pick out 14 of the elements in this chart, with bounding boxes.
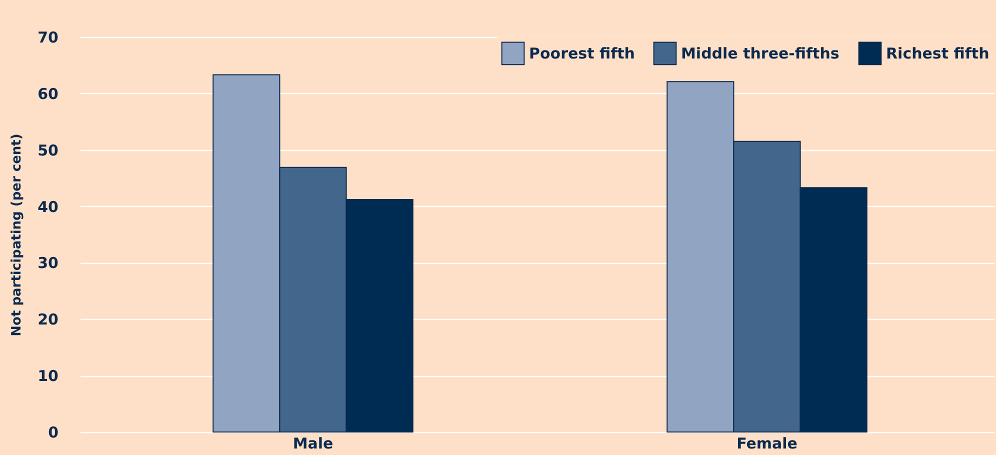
x-tick-label: Female <box>736 434 798 452</box>
legend-label: Richest fifth <box>886 44 990 62</box>
y-tick-label: 0 <box>48 424 58 442</box>
y-tick-label: 60 <box>38 84 58 103</box>
y-axis-title: Not participating (per cent) <box>10 134 25 336</box>
y-tick-label: 30 <box>38 254 58 272</box>
legend-label: Middle three-fifths <box>681 44 840 62</box>
legend-label: Poorest fifth <box>529 44 635 62</box>
y-tick-label: 70 <box>38 28 58 46</box>
y-tick-label: 40 <box>38 198 58 216</box>
x-tick-label: Male <box>292 434 334 452</box>
y-tick-label: 20 <box>38 310 58 329</box>
y-tick-label: 10 <box>38 367 58 386</box>
y-tick-label: 50 <box>38 141 58 160</box>
